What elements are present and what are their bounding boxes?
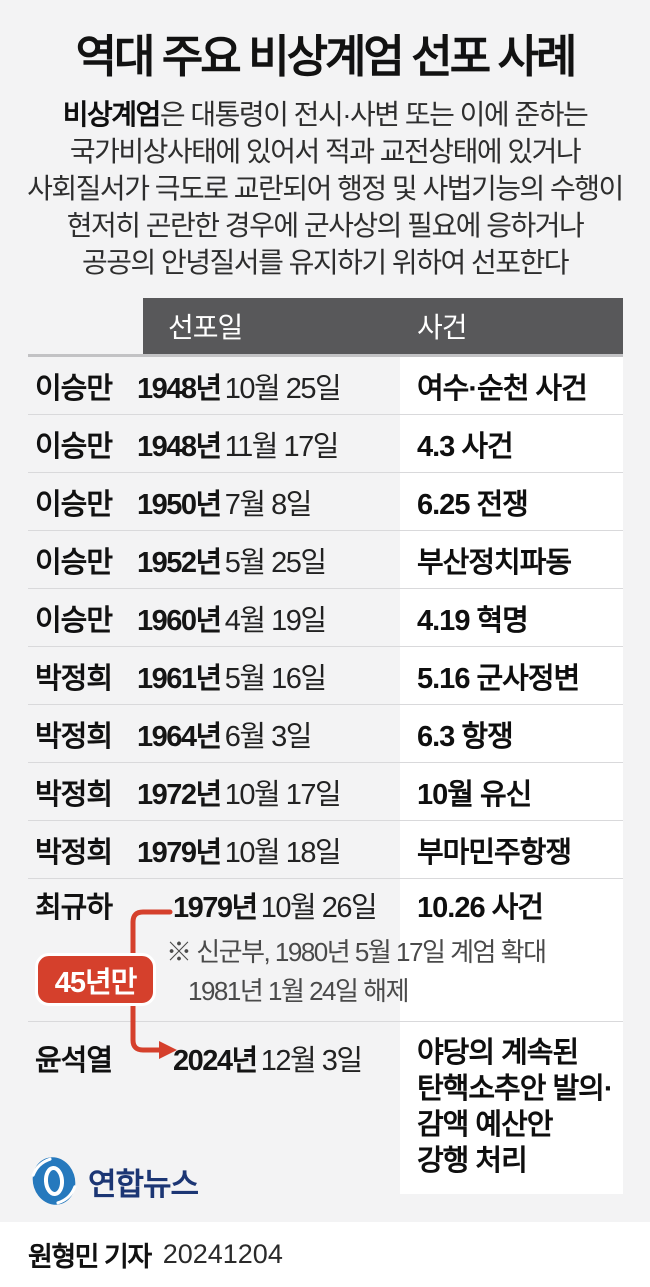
declaration-date: 1964년 6월 3일 [137,720,312,753]
event-name: 여수·순천 사건 [417,372,588,405]
president-name: 박정희 [35,720,113,753]
table-header: 선포일 사건 [143,298,623,354]
president-name: 이승만 [35,546,113,579]
description-line: 비상계엄은 대통령이 전시·사변 또는 이에 준하는 [62,99,589,130]
table-row-yoon-suk-yeol: 윤석열 2024년 12월 3일 야당의 계속된 탄핵소추안 발의· 감액 예산안… [28,1022,623,1193]
event-name: 야당의 계속된 탄핵소추안 발의· 감액 예산안 강행 처리 [417,1037,613,1177]
president-name: 이승만 [35,604,113,637]
table-row: 박정희 1961년 5월 16일 5.16 군사정변 [28,647,623,705]
event-name: 5.16 군사정변 [417,662,580,695]
declaration-date: 1952년 5월 25일 [137,546,327,579]
description: 비상계엄은 대통령이 전시·사변 또는 이에 준하는 국가비상사태에 있어서 적… [0,96,650,281]
credit-reporter: 원형민 기자 [28,1242,152,1272]
description-line: 사회질서가 극도로 교란되어 행정 및 사법기능의 수행이 [27,173,624,204]
president-name: 최규하 [35,892,113,924]
credit-date: 20241204 [162,1239,283,1269]
table-row: 박정희 1972년 10월 17일 10월 유신 [28,763,623,821]
table-row: 이승만 1948년 10월 25일 여수·순천 사건 [28,357,623,415]
president-name: 이승만 [35,488,113,521]
footnote-line: 1981년 1월 24일 해제 [188,976,409,1006]
footnote: ※ 신군부, 1980년 5월 17일 계엄 확대 1981년 1월 24일 해… [166,933,547,1011]
table-row-choi-kyu-hah: 최규하 1979년 10월 26일 10.26 사건 ※ 신군부, 1980년 5… [28,879,623,1022]
table-row: 박정희 1964년 6월 3일 6.3 항쟁 [28,705,623,763]
event-column-background [400,354,623,1194]
yonhap-logo: 연합뉴스 [30,1155,199,1207]
declaration-date: 1948년 11월 17일 [137,430,339,463]
page-title: 역대 주요 비상계엄 선포 사례 [75,31,578,82]
declaration-date: 2024년 12월 3일 [173,1045,363,1077]
table-row: 이승만 1950년 7월 8일 6.25 전쟁 [28,473,623,531]
declaration-date: 1972년 10월 17일 [137,778,342,811]
description-line: 공공의 안녕질서를 유지하기 위하여 선포한다 [81,247,570,278]
president-name: 박정희 [35,778,113,811]
credit-strip: 원형민 기자 20241204 [0,1222,650,1287]
declaration-date: 1950년 7월 8일 [137,488,312,521]
president-name: 박정희 [35,836,113,869]
table-row: 이승만 1948년 11월 17일 4.3 사건 [28,415,623,473]
table-row: 이승만 1960년 4월 19일 4.19 혁명 [28,589,623,647]
declaration-date: 1948년 10월 25일 [137,372,342,405]
event-name: 4.19 혁명 [417,604,529,637]
column-header-event: 사건 [417,312,468,343]
president-name: 박정희 [35,662,113,695]
event-name: 10.26 사건 [417,892,544,924]
table-body: 이승만 1948년 10월 25일 여수·순천 사건 이승만 1948년 11월 1… [28,354,623,1193]
event-name: 6.25 전쟁 [417,488,529,521]
president-name: 윤석열 [35,1045,113,1077]
event-name: 10월 유신 [417,778,532,811]
declaration-date: 1979년 10월 26일 [173,892,378,924]
table-row: 이승만 1952년 5월 25일 부산정치파동 [28,531,623,589]
yonhap-emblem-icon [31,1157,77,1205]
footnote-line: ※ 신군부, 1980년 5월 17일 계엄 확대 [166,937,547,967]
table-row: 박정희 1979년 10월 18일 부마민주항쟁 [28,821,623,879]
event-name: 부산정치파동 [417,546,572,579]
declaration-date: 1960년 4월 19일 [137,604,327,637]
description-line: 국가비상사태에 있어서 적과 교전상태에 있거나 [69,136,582,167]
president-name: 이승만 [35,430,113,463]
event-name: 6.3 항쟁 [417,720,514,753]
column-header-date: 선포일 [168,312,243,343]
president-name: 이승만 [35,372,113,405]
description-lead: 비상계엄 [62,99,162,130]
event-name: 부마민주항쟁 [417,836,572,869]
yonhap-logo-text: 연합뉴스 [88,1166,199,1202]
description-line: 현저히 곤란한 경우에 군사상의 필요에 응하거나 [66,210,585,241]
event-name: 4.3 사건 [417,430,514,463]
declaration-date: 1961년 5월 16일 [137,662,327,695]
gap-badge: 45년만 [35,953,156,1006]
declaration-date: 1979년 10월 18일 [137,836,342,869]
